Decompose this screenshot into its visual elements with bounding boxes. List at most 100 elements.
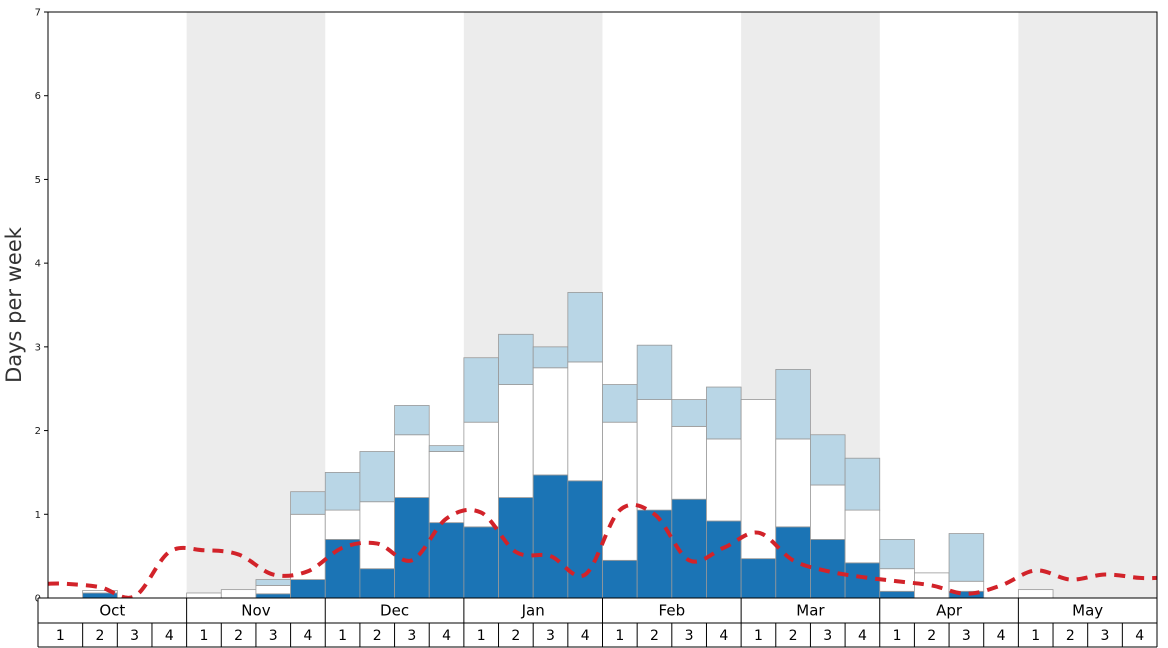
bar-segment-light_blue_bars — [602, 384, 638, 423]
week-label: 3 — [546, 628, 555, 644]
week-label: 2 — [927, 628, 936, 644]
bar-segment-light_blue_bars — [636, 344, 673, 400]
week-label: 3 — [130, 628, 139, 644]
week-label: 3 — [269, 628, 278, 644]
bar-segment-dark_blue_bars — [567, 480, 603, 599]
week-label: 1 — [56, 628, 65, 644]
month-label: May — [1072, 602, 1103, 620]
week-label: 2 — [373, 628, 382, 644]
bar-segment-white_bars — [394, 434, 430, 498]
bar-segment-light_blue_bars — [948, 533, 985, 582]
week-label: 1 — [615, 628, 624, 644]
bar-segment-white_bars — [1017, 589, 1054, 599]
week-label: 4 — [1135, 628, 1144, 644]
bar-segment-dark_blue_bars — [810, 539, 846, 599]
bar-segment-white_bars — [775, 438, 811, 528]
bar-segment-white_bars — [186, 592, 222, 599]
bar-segment-dark_blue_bars — [498, 497, 534, 599]
month-label: Dec — [380, 602, 409, 620]
bar-segment-dark_blue_bars — [359, 568, 395, 599]
bar-segment-light_blue_bars — [844, 457, 881, 511]
week-label: 1 — [477, 628, 486, 644]
week-label: 4 — [165, 628, 174, 644]
bar-segment-light_blue_bars — [463, 357, 499, 423]
bar-segment-dark_blue_bars — [879, 590, 915, 599]
trend-line — [47, 502, 1158, 600]
y-tick-label: 5 — [35, 175, 41, 186]
bar-segment-white_bars — [602, 421, 638, 561]
bar-segment-white_bars — [810, 484, 846, 540]
month-label: Oct — [99, 602, 125, 620]
week-label: 2 — [96, 628, 105, 644]
y-tick-label: 1 — [35, 510, 41, 521]
y-axis-label: Days per week — [2, 226, 26, 383]
week-label: 1 — [893, 628, 902, 644]
bar-segment-light_blue_bars — [290, 491, 326, 515]
week-label: 3 — [1101, 628, 1110, 644]
bar-segment-light_blue_bars — [532, 346, 569, 369]
week-label: 3 — [962, 628, 971, 644]
week-label: 2 — [234, 628, 243, 644]
week-label: 4 — [581, 628, 590, 644]
week-label: 3 — [685, 628, 694, 644]
bar-segment-white_bars — [82, 590, 118, 594]
bar-segment-light_blue_bars — [810, 434, 846, 486]
bar-segment-light_blue_bars — [498, 333, 534, 385]
week-label: 3 — [407, 628, 416, 644]
y-tick-label: 4 — [35, 259, 41, 270]
bar-segment-dark_blue_bars — [844, 562, 881, 599]
week-label: 4 — [442, 628, 451, 644]
bar-segment-white_bars — [255, 585, 291, 595]
week-label: 4 — [303, 628, 312, 644]
bar-segment-light_blue_bars — [775, 369, 811, 440]
bar-segment-white_bars — [220, 589, 257, 599]
week-label: 1 — [1031, 628, 1040, 644]
bar-segment-dark_blue_bars — [255, 593, 291, 599]
bar-segment-white_bars — [532, 367, 569, 476]
bar-segment-white_bars — [567, 361, 603, 482]
bar-segment-dark_blue_bars — [532, 474, 569, 599]
bar-segment-light_blue_bars — [879, 539, 915, 570]
bar-segment-white_bars — [359, 501, 395, 570]
week-label: 1 — [199, 628, 208, 644]
bar-segment-light_blue_bars — [671, 399, 707, 427]
month-label: Nov — [241, 602, 270, 620]
week-label: 4 — [719, 628, 728, 644]
bar-segment-white_bars — [290, 513, 326, 580]
month-label: Apr — [936, 602, 963, 620]
bar-segment-light_blue_bars — [428, 445, 465, 452]
bar-segment-dark_blue_bars — [636, 509, 673, 599]
bar-segment-dark_blue_bars — [290, 579, 326, 599]
y-tick-label: 7 — [35, 8, 41, 19]
bar-segment-white_bars — [671, 425, 707, 500]
y-tick-label: 6 — [35, 91, 41, 102]
bar-segment-light_blue_bars — [324, 472, 361, 511]
bar-segment-white_bars — [706, 438, 742, 522]
week-label: 2 — [650, 628, 659, 644]
bar-segment-dark_blue_bars — [463, 526, 499, 599]
week-label: 2 — [1066, 628, 1075, 644]
week-label: 1 — [754, 628, 763, 644]
bar-segment-white_bars — [498, 384, 534, 498]
bar-segment-light_blue_bars — [359, 451, 395, 503]
week-label: 4 — [858, 628, 867, 644]
y-tick-label: 2 — [35, 426, 41, 437]
bar-segment-dark_blue_bars — [775, 526, 811, 599]
week-label: 2 — [789, 628, 798, 644]
bar-segment-dark_blue_bars — [740, 558, 777, 599]
bar-segment-white_bars — [948, 580, 985, 592]
month-shade-band — [1018, 12, 1157, 598]
month-label: Jan — [521, 602, 545, 620]
month-label: Mar — [796, 602, 825, 620]
bar-segment-white_bars — [636, 399, 673, 511]
month-label: Feb — [659, 602, 686, 620]
bar-segment-light_blue_bars — [567, 292, 603, 363]
bar-segment-dark_blue_bars — [602, 559, 638, 599]
bar-segment-white_bars — [324, 509, 361, 540]
bar-segment-light_blue_bars — [255, 579, 291, 586]
week-label: 2 — [511, 628, 520, 644]
y-tick-label: 3 — [35, 342, 41, 353]
bar-segment-light_blue_bars — [394, 405, 430, 436]
